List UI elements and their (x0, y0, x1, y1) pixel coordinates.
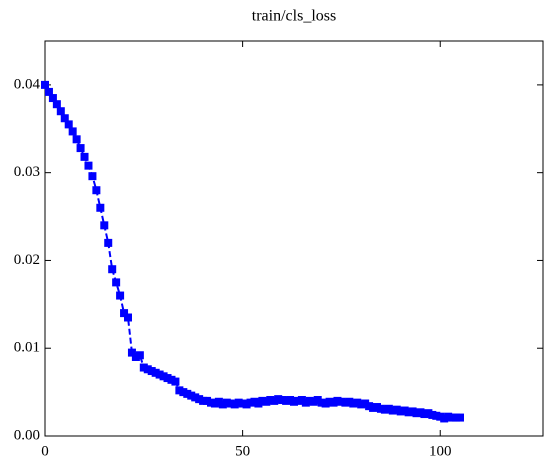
data-point (112, 278, 121, 287)
data-point (100, 221, 109, 230)
data-point (171, 377, 180, 386)
data-point (48, 94, 57, 103)
data-point (135, 351, 144, 360)
data-point (92, 186, 101, 195)
data-point (116, 291, 125, 300)
data-point (108, 265, 117, 274)
data-point (76, 144, 85, 153)
y-tick-label: 0.00 (14, 427, 40, 443)
data-point (88, 172, 97, 181)
data-line (44, 84, 460, 420)
x-tick-label: 0 (41, 443, 49, 459)
chart-title: train/cls_loss (252, 8, 336, 25)
data-point (60, 114, 69, 123)
y-tick-label: 0.03 (14, 164, 40, 180)
x-tick-label: 100 (429, 443, 452, 459)
y-tick-label: 0.02 (14, 252, 40, 268)
data-point (127, 348, 136, 357)
y-tick-label: 0.01 (14, 340, 40, 356)
data-point (52, 100, 61, 109)
data-point (41, 80, 49, 89)
data-point (84, 161, 93, 170)
data-point (104, 238, 113, 247)
data-point (64, 120, 73, 129)
data-point (120, 309, 129, 318)
data-point (72, 135, 81, 144)
y-tick-label: 0.04 (14, 76, 41, 92)
data-point (68, 127, 77, 136)
data-point (456, 413, 464, 422)
data-point (80, 152, 89, 161)
data-point (56, 107, 65, 116)
data-point (44, 87, 53, 96)
plot-frame (44, 40, 544, 437)
data-point (96, 203, 105, 212)
x-tick-label: 50 (235, 443, 250, 459)
data-point (124, 313, 132, 322)
